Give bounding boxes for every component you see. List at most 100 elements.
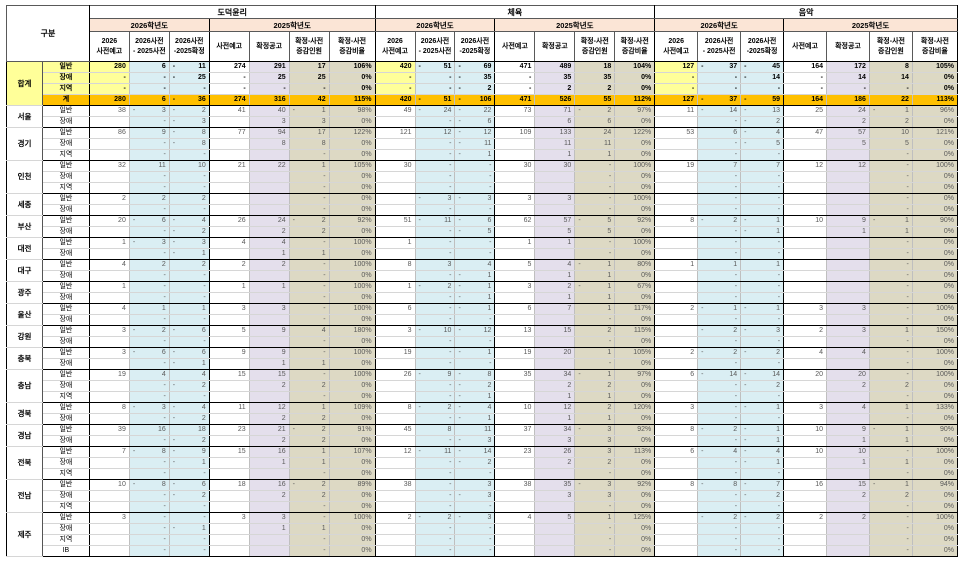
data-cell: - bbox=[289, 545, 330, 557]
data-cell: - bbox=[697, 534, 742, 546]
data-cell: - bbox=[289, 512, 330, 524]
zero-dash: - bbox=[123, 74, 126, 81]
data-cell bbox=[534, 204, 576, 216]
data-cell: - bbox=[415, 358, 456, 370]
region-label: 경남 bbox=[6, 424, 43, 447]
data-cell bbox=[375, 336, 416, 348]
zero-dash: - bbox=[608, 536, 612, 543]
data-cell: 133 bbox=[534, 127, 576, 139]
data-cell: 2 bbox=[574, 325, 616, 337]
data-cell: 98% bbox=[329, 105, 376, 117]
zero-dash: - bbox=[489, 173, 492, 180]
data-cell: 5 bbox=[534, 226, 576, 238]
data-cell: -11 bbox=[169, 61, 210, 73]
data-cell: -3 bbox=[454, 435, 496, 447]
data-cell: 2 bbox=[574, 380, 616, 392]
data-cell: -9 bbox=[415, 369, 456, 381]
data-cell: 105% bbox=[614, 347, 656, 359]
data-cell: - bbox=[740, 413, 785, 425]
zero-dash: - bbox=[449, 184, 452, 191]
minus-sign: - bbox=[418, 195, 421, 202]
data-cell: 57 bbox=[826, 127, 870, 139]
data-cell: -5 bbox=[740, 138, 785, 150]
data-cell: -12 bbox=[454, 325, 496, 337]
column-header: 확정공고 bbox=[248, 31, 290, 62]
data-cell bbox=[89, 226, 130, 238]
data-cell: 280 bbox=[89, 61, 130, 73]
zero-dash: - bbox=[323, 272, 326, 279]
data-cell bbox=[249, 534, 290, 546]
region-label: 합계 bbox=[6, 61, 43, 106]
data-cell: 2 bbox=[826, 380, 870, 392]
data-cell: 0% bbox=[912, 545, 958, 557]
data-cell: 1 bbox=[289, 160, 330, 172]
data-cell: 38 bbox=[494, 479, 536, 491]
data-cell: 23 bbox=[494, 446, 536, 458]
data-cell: - bbox=[415, 270, 456, 282]
data-cell: - bbox=[697, 358, 742, 370]
data-cell bbox=[494, 248, 536, 260]
table-row: 장애 - -2 2 2 0% - -1 1 1 0% - - -0% bbox=[7, 413, 958, 425]
minus-sign: - bbox=[418, 404, 421, 411]
data-cell: 38 bbox=[375, 479, 416, 491]
data-cell bbox=[826, 149, 870, 161]
zero-dash: - bbox=[734, 140, 738, 147]
table-row: 전남 일반 10-8-6 18 16-2 89% 38-3 38 35-3 92% 8-8-7 16 1… bbox=[6, 479, 958, 513]
data-cell: - bbox=[697, 182, 742, 194]
data-cell bbox=[209, 391, 250, 403]
data-cell: - bbox=[654, 72, 699, 84]
data-cell bbox=[209, 534, 250, 546]
data-cell: 8 bbox=[415, 424, 456, 436]
data-cell bbox=[654, 468, 699, 480]
data-cell: -2 bbox=[454, 457, 496, 469]
data-cell bbox=[654, 325, 699, 337]
data-cell: - bbox=[697, 501, 742, 513]
data-cell: 2 bbox=[249, 413, 290, 425]
data-cell: 1 bbox=[249, 457, 290, 469]
data-cell: 0% bbox=[614, 171, 656, 183]
data-cell: -7 bbox=[740, 479, 785, 491]
data-cell: - bbox=[697, 237, 742, 249]
zero-dash: - bbox=[449, 316, 452, 323]
data-cell: - bbox=[654, 83, 699, 95]
data-cell: 172 bbox=[826, 61, 870, 73]
data-cell: 1 bbox=[869, 402, 913, 414]
data-cell: - bbox=[129, 358, 170, 370]
table-row: 제주 일반 3- -3 3-100% 2-2-3 4 5 1 125% -2-2 2 2-100% bbox=[6, 512, 958, 557]
data-cell bbox=[783, 292, 827, 304]
data-cell: 2 bbox=[826, 512, 870, 524]
data-cell: - bbox=[129, 391, 170, 403]
data-cell: 1 bbox=[289, 402, 330, 414]
data-cell bbox=[209, 336, 250, 348]
row-type-label: 장애 bbox=[42, 292, 90, 304]
data-cell: 0% bbox=[329, 380, 376, 392]
data-cell: 0% bbox=[912, 314, 958, 326]
data-cell: 30 bbox=[494, 160, 536, 172]
data-cell: -4 bbox=[169, 402, 210, 414]
table-row: 장애 - -2 2 2 0% - -3 3 3 0% - -1 1 1 0% bbox=[7, 435, 958, 447]
data-cell: - bbox=[574, 534, 616, 546]
data-cell bbox=[375, 116, 416, 128]
zero-dash: - bbox=[283, 85, 286, 92]
table-row: 지역 - - -0% - - -0% - - -0% bbox=[7, 182, 958, 194]
data-cell: 2 bbox=[289, 413, 330, 425]
data-cell: 105% bbox=[329, 160, 376, 172]
data-cell: 180% bbox=[329, 325, 376, 337]
zero-dash: - bbox=[163, 459, 166, 466]
data-cell: 45 bbox=[375, 424, 416, 436]
data-cell: - bbox=[574, 204, 616, 216]
region-label: 부산 bbox=[6, 215, 43, 238]
data-cell: 0% bbox=[614, 534, 656, 546]
zero-dash: - bbox=[906, 338, 909, 345]
data-cell: 4 bbox=[209, 237, 250, 249]
zero-dash: - bbox=[323, 85, 326, 92]
minus-sign: - bbox=[458, 85, 461, 92]
data-cell: -1 bbox=[169, 248, 210, 260]
zero-dash: - bbox=[777, 85, 781, 92]
data-cell: 5 bbox=[534, 512, 576, 524]
minus-sign: - bbox=[744, 96, 747, 103]
data-cell: 2 bbox=[869, 116, 913, 128]
table-header: 구분 도덕윤리 체육 음악 2026학년도 2025학년도 2026학년도 2025학년도 20… bbox=[6, 5, 958, 62]
data-cell bbox=[209, 435, 250, 447]
